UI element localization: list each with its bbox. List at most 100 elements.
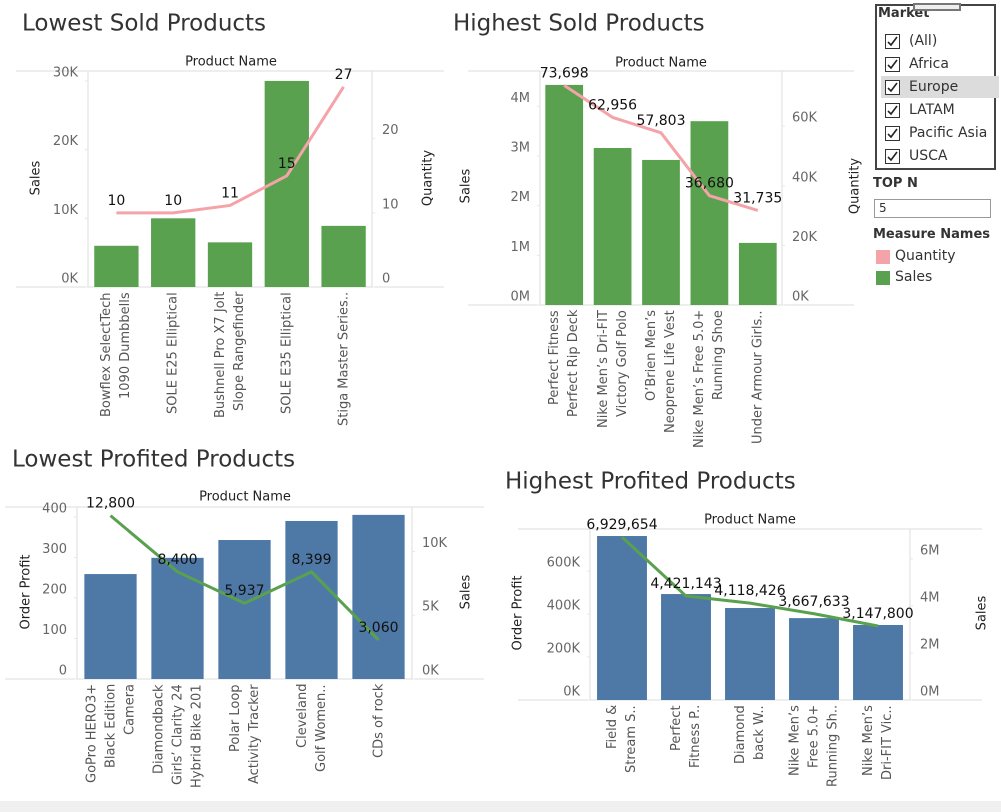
x-axis-title: Product Name [185,55,277,70]
y-tick-label: 2M [511,190,531,205]
y-tick-label: 600K [547,556,581,571]
y2-tick-label: 0 [382,272,390,287]
check-mark [887,151,898,162]
x-axis-title: Product Name [615,56,707,71]
checkbox[interactable] [885,149,900,164]
line [116,86,345,215]
check-mark [887,105,898,116]
check-mark [887,59,898,70]
checkbox[interactable] [885,103,900,118]
bar [853,624,903,700]
x-tick-label: SOLE E25 Elliptical [165,292,181,414]
x-tick-label: Field & Stream S.. [605,705,639,773]
y-axis-title: Order Profit [511,576,526,651]
x-tick-label: Cleveland Golf Women.. [294,684,329,772]
x-tick-label: Stiga Master Series.. [336,292,352,427]
y-tick-label: 1M [511,240,531,255]
checkbox[interactable] [885,34,900,49]
bar [725,608,775,700]
top-n-input[interactable]: 5 [874,199,991,218]
bar [642,159,680,305]
data-label: 10 [164,193,182,209]
data-label: 4,118,426 [714,583,785,599]
filter-option[interactable]: USCA [881,145,999,167]
line [620,535,879,628]
line [109,514,380,642]
x-tick-label: Nike Men’s Dri-FIT Victory Golf Polo [595,310,630,428]
y-axis-title: Order Profit [19,555,34,630]
y-tick-label: 0 [59,664,67,679]
y-tick-label: 200K [547,642,581,657]
y-tick-label: 4M [511,91,531,106]
x-axis-title: Product Name [704,513,796,528]
data-label: 73,698 [540,65,589,81]
checkbox[interactable] [885,80,900,95]
legend-title: Measure Names [873,227,991,242]
x-tick-label: Diamondback Girls’ Clarity 24 Hybrid Bik… [151,684,204,788]
checkbox[interactable] [885,57,900,72]
y2-tick-label: 2M [920,637,940,652]
y-tick-label: 0K [563,685,580,700]
bar [593,148,632,305]
y-tick-label: 100 [42,623,67,638]
y2-axis-title: Sales [975,595,990,630]
filter-handle [913,3,961,11]
footer-strip [0,801,1001,812]
y2-tick-label: 40K [792,170,818,185]
bar [789,618,839,700]
y2-tick-label: 20 [382,123,399,138]
bar [661,594,711,700]
x-tick-label: Perfect Fitness P.. [669,705,703,769]
data-label: 3,060 [358,620,398,636]
x-tick-label: Under Armour Girls.. [750,310,766,444]
filter-option[interactable]: Pacific Asia [881,122,999,144]
bar [545,84,584,306]
y2-axis-title: Quantity [421,150,436,206]
checkbox[interactable] [885,126,900,141]
data-label: 5,937 [224,583,264,599]
bar [690,121,729,305]
chart-title: Highest Sold Products [453,11,705,37]
check-mark [887,128,898,139]
bar [151,557,204,679]
y2-tick-label: 4M [920,590,940,605]
bar [151,218,196,287]
data-label: 36,680 [685,176,734,192]
data-label: 3,667,633 [778,594,849,610]
bar [321,225,366,287]
legend-label: Quantity [895,248,956,264]
bar [94,245,139,287]
filter-option[interactable]: Europe [881,76,999,98]
bar [84,574,137,679]
y-tick-label: 3M [511,140,531,155]
bar [218,540,271,679]
option-label: LATAM [909,102,955,118]
filter-option[interactable]: LATAM [881,99,999,121]
x-tick-label: Nike Men’s Dri-FIT Vic.. [861,705,895,780]
x-tick-label: Bushnell Pro X7 Jolt Slope Rangefinder [213,292,247,419]
y-tick-label: 20K [53,134,79,149]
x-axis-title: Product Name [199,490,291,505]
chart-title: Highest Profited Products [505,469,796,495]
x-tick-label: Polar Loop Activity Tracker [227,684,262,784]
x-tick-label: Nike Men’s Free 5.0+ Running Shoe [692,310,727,449]
y-tick-label: 400 [42,501,67,516]
y-tick-label: 30K [53,65,79,80]
data-label: 8,400 [157,552,197,568]
x-tick-label: GoPro HERO3+ Black Edition Camera [84,684,137,784]
filter-option[interactable]: Africa [881,53,999,75]
data-label: 12,800 [86,496,135,512]
check-mark [887,82,898,93]
y2-tick-label: 0K [792,290,809,305]
y-tick-label: 400K [547,599,581,614]
bar [738,242,777,305]
bar [597,536,647,700]
chart-title: Lowest Sold Products [22,11,266,37]
data-label: 3,147,800 [842,606,913,622]
y2-tick-label: 0K [422,664,439,679]
data-label: 27 [335,67,353,83]
x-tick-label: Diamond back W.. [733,705,767,764]
filter-option[interactable]: (All) [881,30,999,52]
chart-title: Lowest Profited Products [12,447,295,473]
